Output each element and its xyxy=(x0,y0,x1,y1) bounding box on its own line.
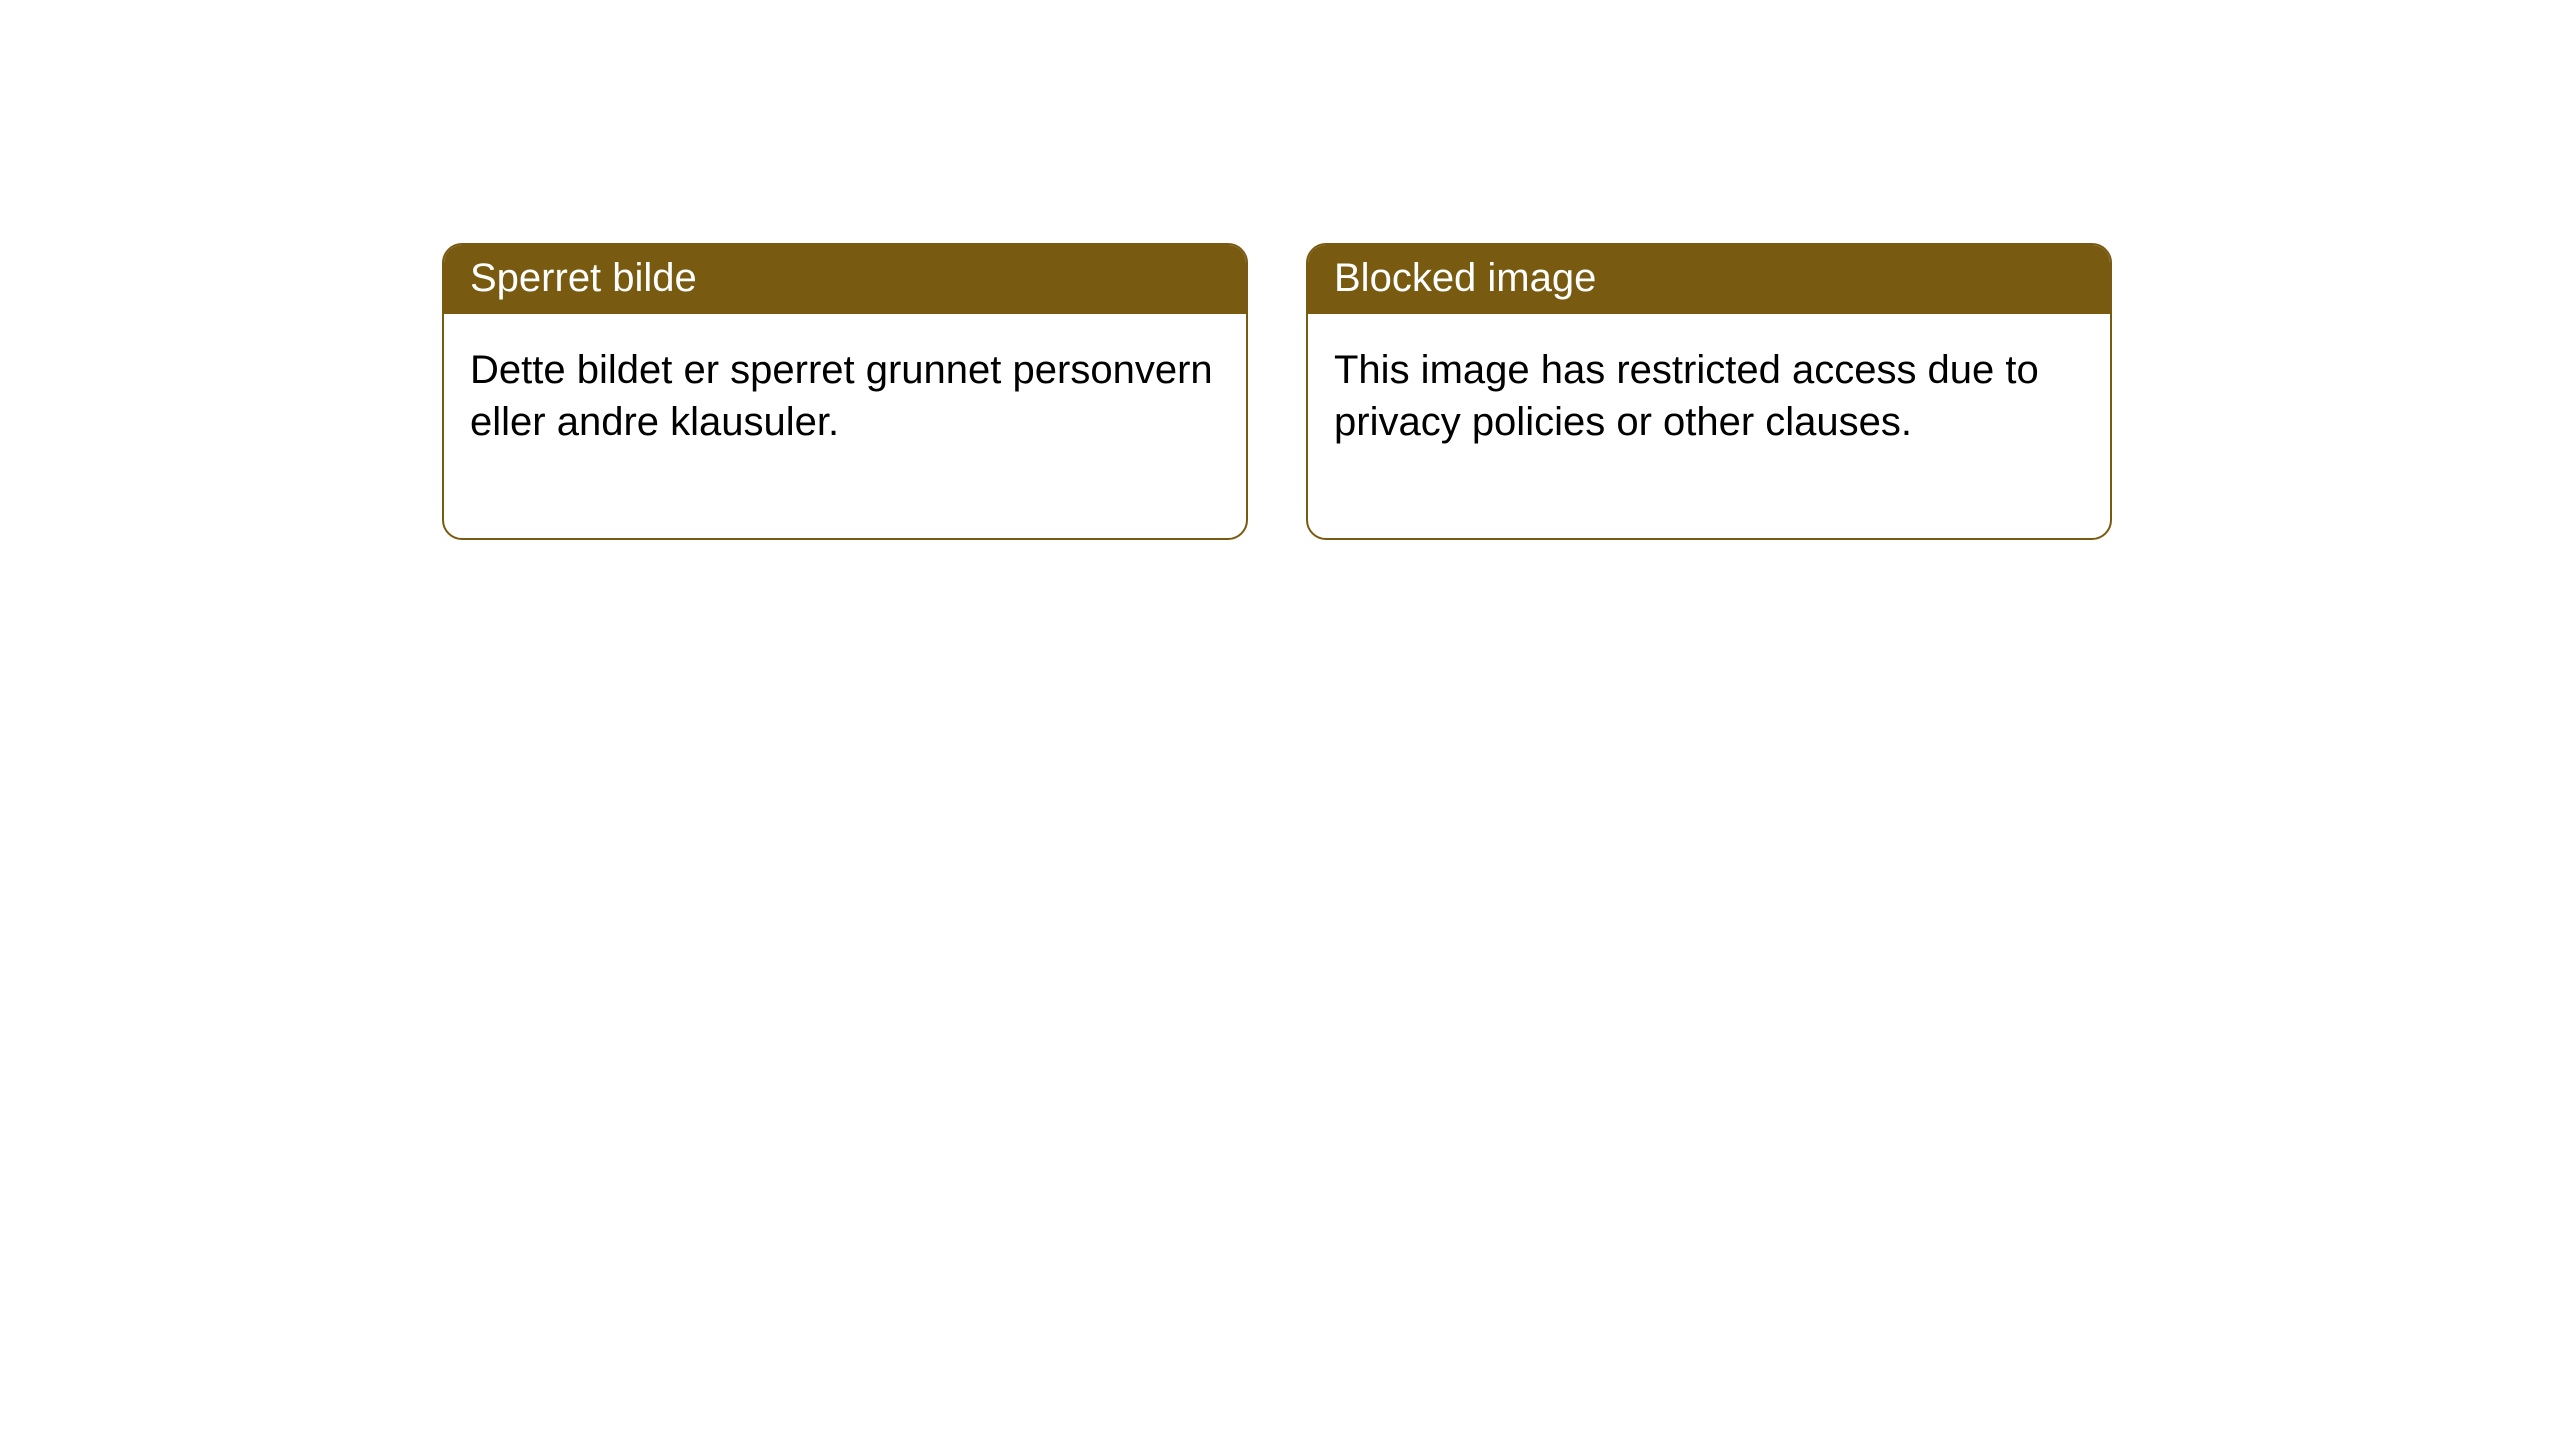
notice-card-header: Blocked image xyxy=(1308,245,2110,314)
notice-title: Blocked image xyxy=(1334,256,1596,300)
notice-card-norwegian: Sperret bilde Dette bildet er sperret gr… xyxy=(442,243,1248,540)
notice-body-text: This image has restricted access due to … xyxy=(1334,348,2039,444)
notice-card-body: Dette bildet er sperret grunnet personve… xyxy=(444,314,1246,538)
notice-card-body: This image has restricted access due to … xyxy=(1308,314,2110,538)
notice-body-text: Dette bildet er sperret grunnet personve… xyxy=(470,348,1213,444)
notice-card-header: Sperret bilde xyxy=(444,245,1246,314)
notice-card-english: Blocked image This image has restricted … xyxy=(1306,243,2112,540)
notice-container: Sperret bilde Dette bildet er sperret gr… xyxy=(0,0,2560,540)
notice-title: Sperret bilde xyxy=(470,256,697,300)
